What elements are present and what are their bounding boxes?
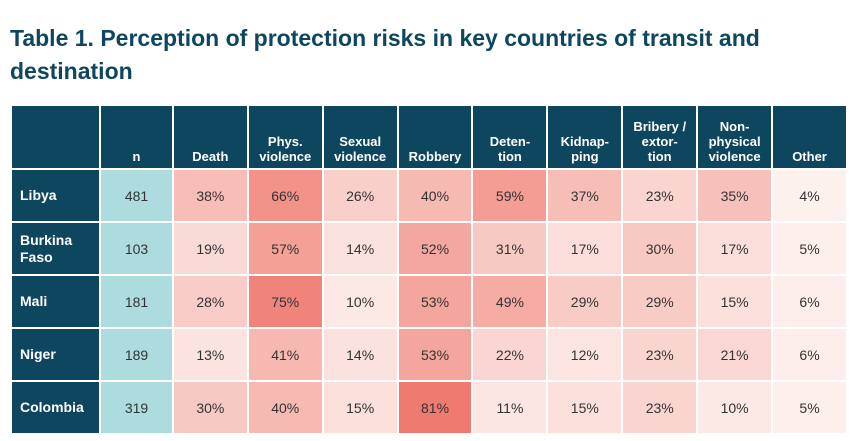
column-header-robbery: Robbery — [398, 106, 472, 168]
cell-kidnap: 15% — [548, 380, 622, 433]
cell-robbery: 40% — [398, 168, 472, 221]
row-header-country: Colombia — [12, 380, 100, 433]
column-header-line: physical — [708, 134, 761, 149]
column-header-sexual: Sexual violence — [323, 106, 397, 168]
cell-n: 181 — [101, 274, 172, 327]
table-row: Colombia 319 30% 40% 15% 81% 11% 15% 23% 10% 5% — [12, 380, 846, 433]
cell-bribery: 29% — [623, 274, 697, 327]
column-header-line: Death — [192, 149, 229, 164]
cell-detention: 22% — [473, 327, 547, 380]
column-header-bribery: Bribery / extor-tion — [623, 106, 697, 168]
column-header-line: Sexual — [339, 134, 382, 149]
column-header-country — [12, 106, 100, 168]
column-header-line: Bribery / — [633, 119, 687, 134]
cell-sexual: 14% — [323, 327, 397, 380]
cell-phys: 75% — [248, 274, 322, 327]
column-header-nonphys: Non-physical violence — [698, 106, 772, 168]
column-header-line: Deten- — [489, 134, 531, 149]
cell-nonphys: 10% — [698, 380, 772, 433]
country-name-line: Colombia — [20, 399, 84, 415]
column-header-kidnap: Kidnap-ping — [548, 106, 622, 168]
column-header-line: Phys. — [267, 134, 303, 149]
cell-kidnap: 37% — [548, 168, 622, 221]
cell-kidnap: 29% — [548, 274, 622, 327]
column-header-line: violence — [259, 149, 312, 164]
cell-sexual: 26% — [323, 168, 397, 221]
column-header-other: Other — [773, 106, 846, 168]
country-name-line: Libya — [20, 187, 57, 203]
country-name-line: Mali — [20, 293, 48, 309]
cell-kidnap: 12% — [548, 327, 622, 380]
cell-bribery: 30% — [623, 221, 697, 274]
cell-other: 5% — [773, 380, 846, 433]
cell-detention: 49% — [473, 274, 547, 327]
column-header-n: n — [101, 106, 172, 168]
cell-n: 319 — [101, 380, 172, 433]
country-name-line: Niger — [20, 346, 56, 362]
column-header-line: violence — [708, 149, 761, 164]
cell-other: 6% — [773, 274, 846, 327]
cell-n: 481 — [101, 168, 172, 221]
column-header-phys: Phys. violence — [248, 106, 322, 168]
cell-other: 6% — [773, 327, 846, 380]
cell-phys: 66% — [248, 168, 322, 221]
column-header-line: extor- — [641, 134, 678, 149]
cell-robbery: 81% — [398, 380, 472, 433]
cell-nonphys: 17% — [698, 221, 772, 274]
cell-kidnap: 17% — [548, 221, 622, 274]
row-header-country: Libya — [12, 168, 100, 221]
row-header-country: Mali — [12, 274, 100, 327]
column-header-line: n — [132, 149, 141, 164]
column-header-detention: Deten-tion — [473, 106, 547, 168]
cell-death: 38% — [173, 168, 247, 221]
cell-other: 5% — [773, 221, 846, 274]
cell-nonphys: 21% — [698, 327, 772, 380]
table-body: Libya 481 38% 66% 26% 40% 59% 37% 23% 35% 4% Burkin… — [12, 168, 846, 433]
cell-death: 28% — [173, 274, 247, 327]
table-title: Table 1. Perception of protection risks … — [10, 25, 760, 84]
column-header-line: Other — [792, 149, 827, 164]
cell-death: 13% — [173, 327, 247, 380]
cell-bribery: 23% — [623, 327, 697, 380]
cell-other: 4% — [773, 168, 846, 221]
cell-nonphys: 15% — [698, 274, 772, 327]
cell-robbery: 53% — [398, 274, 472, 327]
cell-n: 189 — [101, 327, 172, 380]
column-header-line: tion — [647, 149, 672, 164]
cell-bribery: 23% — [623, 168, 697, 221]
table-row: Niger 189 13% 41% 14% 53% 22% 12% 23% 21% 6% — [12, 327, 846, 380]
cell-detention: 31% — [473, 221, 547, 274]
table-row: Libya 481 38% 66% 26% 40% 59% 37% 23% 35% 4% — [12, 168, 846, 221]
cell-nonphys: 35% — [698, 168, 772, 221]
cell-phys: 57% — [248, 221, 322, 274]
cell-n: 103 — [101, 221, 172, 274]
cell-bribery: 23% — [623, 380, 697, 433]
column-header-line: ping — [571, 149, 599, 164]
column-header-line: tion — [498, 149, 522, 164]
cell-sexual: 15% — [323, 380, 397, 433]
column-header-line: violence — [334, 149, 387, 164]
column-header-death: Death — [173, 106, 247, 168]
cell-phys: 40% — [248, 380, 322, 433]
country-name-line: Faso — [20, 248, 53, 265]
cell-sexual: 14% — [323, 221, 397, 274]
cell-detention: 11% — [473, 380, 547, 433]
cell-phys: 41% — [248, 327, 322, 380]
cell-death: 19% — [173, 221, 247, 274]
cell-death: 30% — [173, 380, 247, 433]
row-header-country: Burkina Faso — [12, 221, 100, 274]
header-row: n Death Phys. violence Sexual violence Robbery… — [12, 106, 846, 168]
table-row: Burkina Faso 103 19% 57% 14% 52% 31% 17% 30% 17% 5% — [12, 221, 846, 274]
cell-detention: 59% — [473, 168, 547, 221]
cell-sexual: 10% — [323, 274, 397, 327]
cell-robbery: 52% — [398, 221, 472, 274]
protection-risks-table: n Death Phys. violence Sexual violence Robbery… — [10, 106, 848, 433]
column-header-line: Robbery — [408, 149, 462, 164]
row-header-country: Niger — [12, 327, 100, 380]
country-name-line: Burkina — [20, 231, 73, 248]
column-header-line: Non- — [719, 119, 750, 134]
table-row: Mali 181 28% 75% 10% 53% 49% 29% 29% 15% 6% — [12, 274, 846, 327]
column-header-line: Kidnap- — [560, 134, 610, 149]
cell-robbery: 53% — [398, 327, 472, 380]
